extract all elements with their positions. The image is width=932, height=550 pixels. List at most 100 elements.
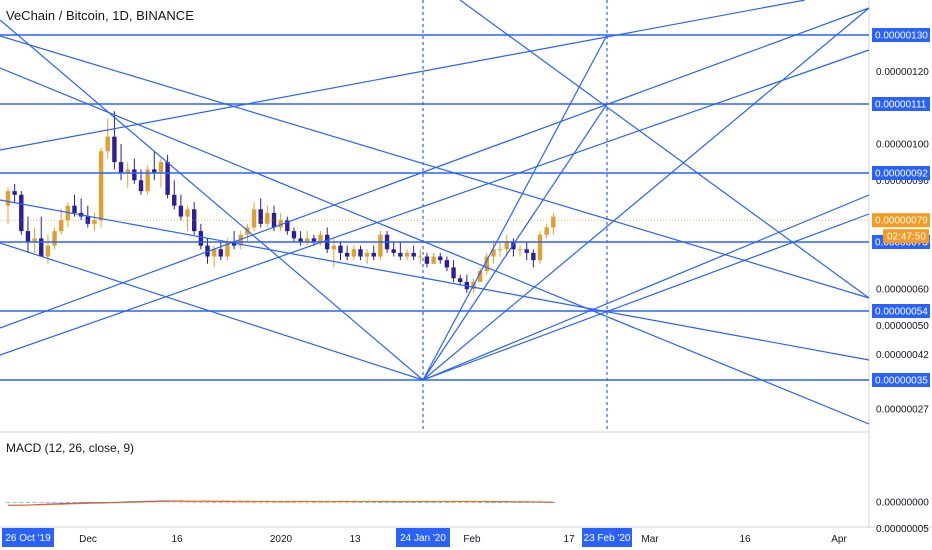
countdown-badge — [883, 229, 929, 244]
candle-body — [551, 216, 556, 228]
candle-body — [291, 231, 297, 239]
trend-line — [0, 199, 870, 361]
macd-histogram-bar — [378, 502, 383, 503]
time-axis-label: Dec — [79, 534, 97, 545]
candles-layer — [5, 111, 556, 293]
trend-line — [422, 34, 608, 381]
macd-histogram-bar — [438, 502, 443, 503]
candle-body — [165, 162, 170, 195]
candle-body — [132, 169, 137, 181]
candle-body — [52, 231, 57, 246]
macd-histogram-bar — [497, 502, 503, 503]
candle-body — [218, 249, 223, 257]
trend-line — [422, 103, 608, 381]
candle-body — [451, 267, 456, 279]
candle-body — [105, 136, 110, 152]
macd-histogram-bar — [331, 501, 337, 503]
macd-histogram-bar — [464, 501, 470, 503]
macd-indicator-title[interactable]: MACD (12, 26, close, 9) — [6, 441, 135, 455]
macd-histogram-bar — [285, 501, 290, 503]
date-badge-text: 26 Oct '19 — [5, 533, 51, 544]
macd-histogram-bar — [245, 501, 250, 503]
candle-body — [544, 227, 549, 235]
candle-body — [192, 209, 197, 232]
candle-body — [398, 252, 403, 257]
candle-body — [477, 271, 483, 282]
date-badge-text: 24 Jan '20 — [400, 533, 446, 544]
macd-histogram-bar — [225, 501, 230, 503]
macd-histogram-bar — [218, 501, 223, 503]
macd-histogram-bar — [39, 501, 44, 503]
trend-line — [0, 242, 424, 381]
macd-histogram-bar — [458, 501, 463, 503]
candle-body — [285, 220, 290, 232]
macd-histogram-bar — [178, 501, 184, 503]
countdown-badge-text: 02:47:50 — [887, 232, 926, 243]
candle-body — [238, 234, 243, 246]
candle-body — [12, 191, 17, 195]
macd-histogram-bar — [265, 501, 270, 503]
time-axis-label: 2020 — [270, 534, 293, 545]
time-axis-label: Feb — [463, 534, 481, 545]
macd-histogram-bar — [424, 502, 430, 503]
trend-line — [0, 0, 806, 151]
trend-line — [0, 67, 870, 425]
drawing-lines-layer — [0, 0, 870, 432]
candle-body — [39, 238, 44, 257]
candle-body — [211, 249, 217, 257]
macd-histogram-bar — [278, 501, 283, 503]
candle-body — [517, 249, 523, 251]
macd-histogram-bar — [238, 501, 243, 503]
macd-histogram-bar — [398, 502, 403, 503]
price-axis-label: 0.00000060 — [876, 285, 929, 296]
price-axis-label: 0.00000042 — [876, 350, 929, 361]
candle-body — [5, 191, 11, 206]
macd-histogram-bar — [19, 502, 24, 503]
macd-histogram-bar — [391, 502, 396, 503]
time-axis-label: 13 — [349, 534, 361, 545]
date-badge — [582, 528, 632, 547]
macd-histogram-bar — [72, 501, 77, 503]
macd-histogram-bar — [511, 502, 516, 503]
macd-histogram-bar — [65, 501, 71, 503]
candle-body — [231, 242, 237, 246]
macd-pane — [5, 500, 556, 506]
macd-histogram-bar — [291, 501, 297, 503]
macd-histogram-bar — [305, 501, 310, 503]
macd-histogram-bar — [172, 501, 177, 503]
price-level-badge — [872, 166, 930, 180]
candle-body — [32, 238, 37, 242]
date-badge — [396, 528, 450, 547]
candle-body — [484, 256, 489, 272]
axes-layer: 0.00000120 0.00000100 0.00000090 0.00000060… — [79, 67, 929, 545]
candle-body — [418, 256, 423, 258]
candle-body — [424, 256, 430, 264]
trend-line — [0, 35, 870, 299]
candle-body — [178, 205, 184, 217]
macd-histogram-bar — [271, 501, 277, 503]
candle-body — [531, 252, 536, 261]
macd-histogram-bar — [45, 501, 51, 503]
macd-histogram-bar — [418, 502, 423, 503]
candle-body — [444, 260, 450, 268]
macd-histogram-bar — [358, 502, 363, 503]
candle-body — [258, 209, 263, 224]
candle-body — [19, 194, 24, 232]
macd-histogram-bar — [451, 501, 456, 503]
price-axis-label: 0.00000027 — [876, 405, 929, 416]
macd-histogram-bar — [351, 501, 356, 503]
time-axis-label: Apr — [831, 534, 847, 545]
candle-body — [112, 136, 117, 163]
macd-histogram-bar — [198, 501, 204, 503]
macd-histogram-bar — [185, 501, 190, 503]
candle-body — [458, 278, 463, 282]
candle-body — [158, 162, 164, 173]
macd-histogram-bar — [5, 502, 11, 504]
price-axis-label: 0.00000050 — [876, 321, 929, 332]
trend-line — [422, 7, 870, 381]
symbol-title[interactable]: VeChain / Bitcoin, 1D, BINANCE — [6, 8, 194, 23]
macd-histogram-bar — [205, 501, 210, 503]
price-level-badge — [872, 28, 930, 42]
current-price-badge — [872, 213, 930, 228]
